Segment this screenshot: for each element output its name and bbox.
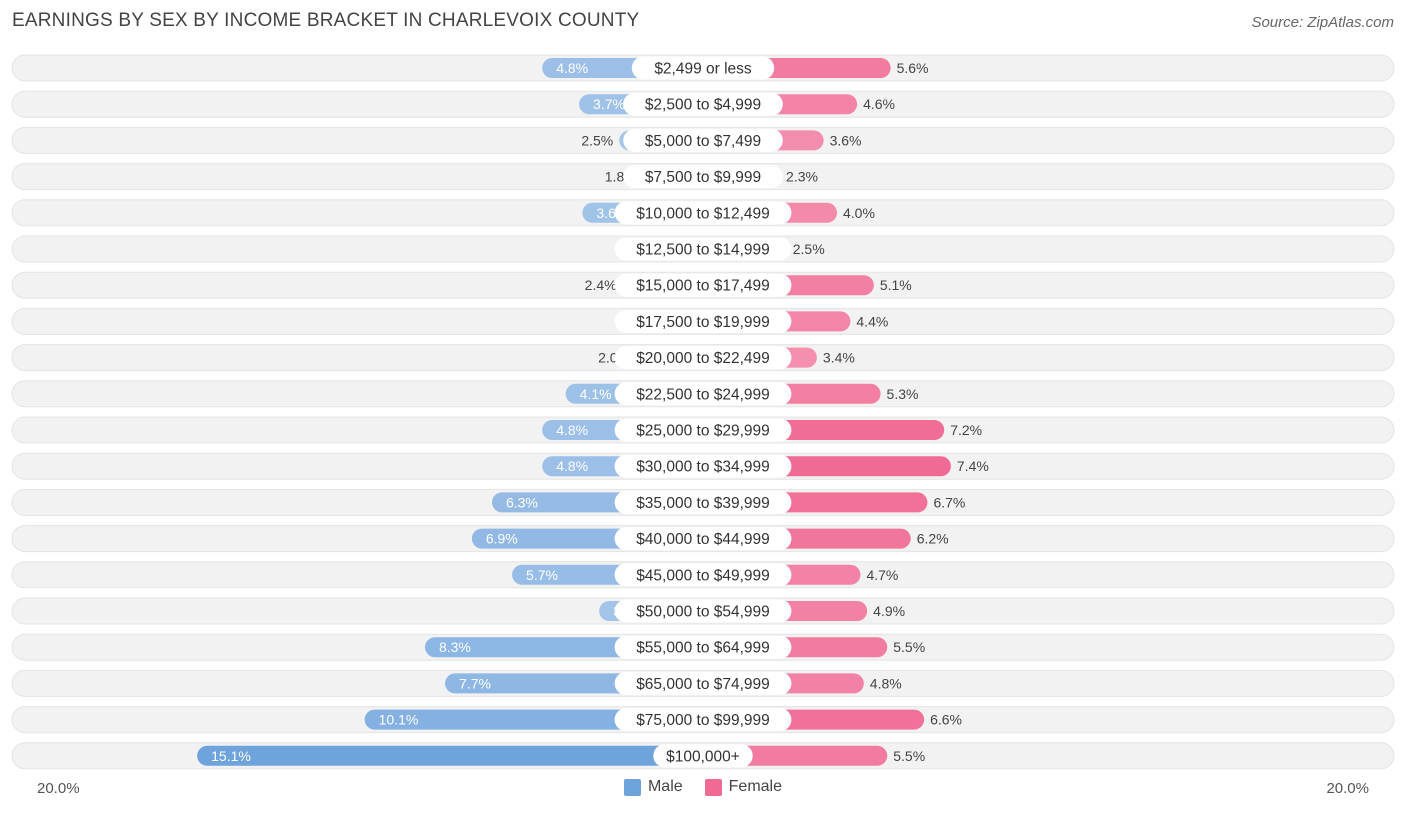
legend-item-male[interactable]: Male (623, 778, 683, 796)
legend-label-female: Female (728, 778, 783, 795)
category-label: $10,000 to $12,499 (636, 205, 770, 222)
chart-title: EARNINGS BY SEX BY INCOME BRACKET IN CHA… (12, 10, 640, 31)
female-value-label: 6.6% (930, 712, 962, 728)
category-label: $65,000 to $74,999 (636, 676, 770, 693)
male-value-label: 8.3% (439, 639, 471, 655)
female-value-label: 3.6% (830, 132, 862, 148)
category-pill (631, 56, 775, 80)
category-label: $40,000 to $44,999 (636, 531, 770, 548)
legend-item-female[interactable]: Female (704, 778, 783, 796)
male-value-label: 3.7% (593, 96, 625, 112)
category-pill (614, 527, 792, 551)
category-pill (614, 635, 792, 659)
category-label: $2,499 or less (654, 61, 752, 78)
female-value-label: 3.4% (823, 350, 855, 366)
legend: Male Female (0, 778, 1406, 796)
legend-swatch-female (704, 778, 722, 796)
female-value-label: 5.3% (887, 386, 919, 402)
category-pill (614, 599, 792, 623)
male-value-label: 2.5% (581, 132, 613, 148)
male-value-label: 15.1% (211, 748, 251, 764)
category-label: $30,000 to $34,999 (636, 459, 770, 476)
female-value-label: 4.9% (873, 603, 905, 619)
category-label: $100,000+ (666, 748, 740, 765)
category-label: $5,000 to $7,499 (645, 133, 761, 150)
male-bar (197, 745, 703, 766)
male-value-label: 4.8% (556, 60, 588, 76)
category-label: $75,000 to $99,999 (636, 712, 770, 729)
category-label: $12,500 to $14,999 (636, 242, 770, 259)
category-pill (614, 454, 792, 478)
female-value-label: 4.8% (870, 675, 902, 691)
chart-source: Source: ZipAtlas.com (1251, 14, 1394, 31)
male-value-label: 4.8% (556, 422, 588, 438)
female-value-label: 5.1% (880, 277, 912, 293)
chart-area: 4.8% 5.6% $2,499 or less 3.7% 4.6% $2,500 to … (11, 54, 1395, 770)
female-value-label: 6.7% (933, 494, 965, 510)
male-value-label: 7.7% (459, 675, 491, 691)
female-value-label: 4.6% (863, 96, 895, 112)
male-value-label: 6.9% (486, 531, 518, 547)
male-value-label: 2.4% (585, 277, 617, 293)
category-pill (614, 708, 792, 732)
female-value-label: 4.4% (856, 313, 888, 329)
category-pill (614, 237, 792, 261)
female-value-label: 2.3% (786, 169, 818, 185)
category-label: $25,000 to $29,999 (636, 423, 770, 440)
category-pill (653, 744, 753, 768)
category-label: $17,500 to $19,999 (636, 314, 770, 331)
male-value-label: 5.7% (526, 567, 558, 583)
category-pill (614, 418, 792, 442)
category-pill (623, 92, 783, 116)
female-value-label: 7.4% (957, 458, 989, 474)
category-label: $55,000 to $64,999 (636, 640, 770, 657)
category-pill (614, 201, 792, 225)
category-pill (614, 490, 792, 514)
category-pill (614, 671, 792, 695)
category-label: $50,000 to $54,999 (636, 604, 770, 621)
female-value-label: 5.6% (897, 60, 929, 76)
category-pill (614, 309, 792, 333)
male-value-label: 4.1% (580, 386, 612, 402)
category-label: $35,000 to $39,999 (636, 495, 770, 512)
axis-right-label: 20.0% (1326, 780, 1369, 797)
category-label: $22,500 to $24,999 (636, 386, 770, 403)
category-label: $45,000 to $49,999 (636, 567, 770, 584)
category-pill (614, 273, 792, 297)
male-value-label: 6.3% (506, 494, 538, 510)
female-value-label: 2.5% (793, 241, 825, 257)
category-pill (614, 346, 792, 370)
female-value-label: 5.5% (893, 748, 925, 764)
female-value-label: 4.7% (866, 567, 898, 583)
female-value-label: 4.0% (843, 205, 875, 221)
axis-left-label: 20.0% (37, 780, 80, 797)
female-value-label: 7.2% (950, 422, 982, 438)
legend-swatch-male (623, 778, 641, 796)
male-value-label: 4.8% (556, 458, 588, 474)
male-value-label: 10.1% (379, 712, 419, 728)
category-label: $15,000 to $17,499 (636, 278, 770, 295)
category-label: $2,500 to $4,999 (645, 97, 761, 114)
category-label: $7,500 to $9,999 (645, 169, 761, 186)
category-pill (623, 165, 783, 189)
category-pill (623, 128, 783, 152)
category-label: $20,000 to $22,499 (636, 350, 770, 367)
female-value-label: 6.2% (917, 531, 949, 547)
category-pill (614, 563, 792, 587)
legend-label-male: Male (647, 778, 683, 795)
category-pill (614, 382, 792, 406)
female-value-label: 5.5% (893, 639, 925, 655)
